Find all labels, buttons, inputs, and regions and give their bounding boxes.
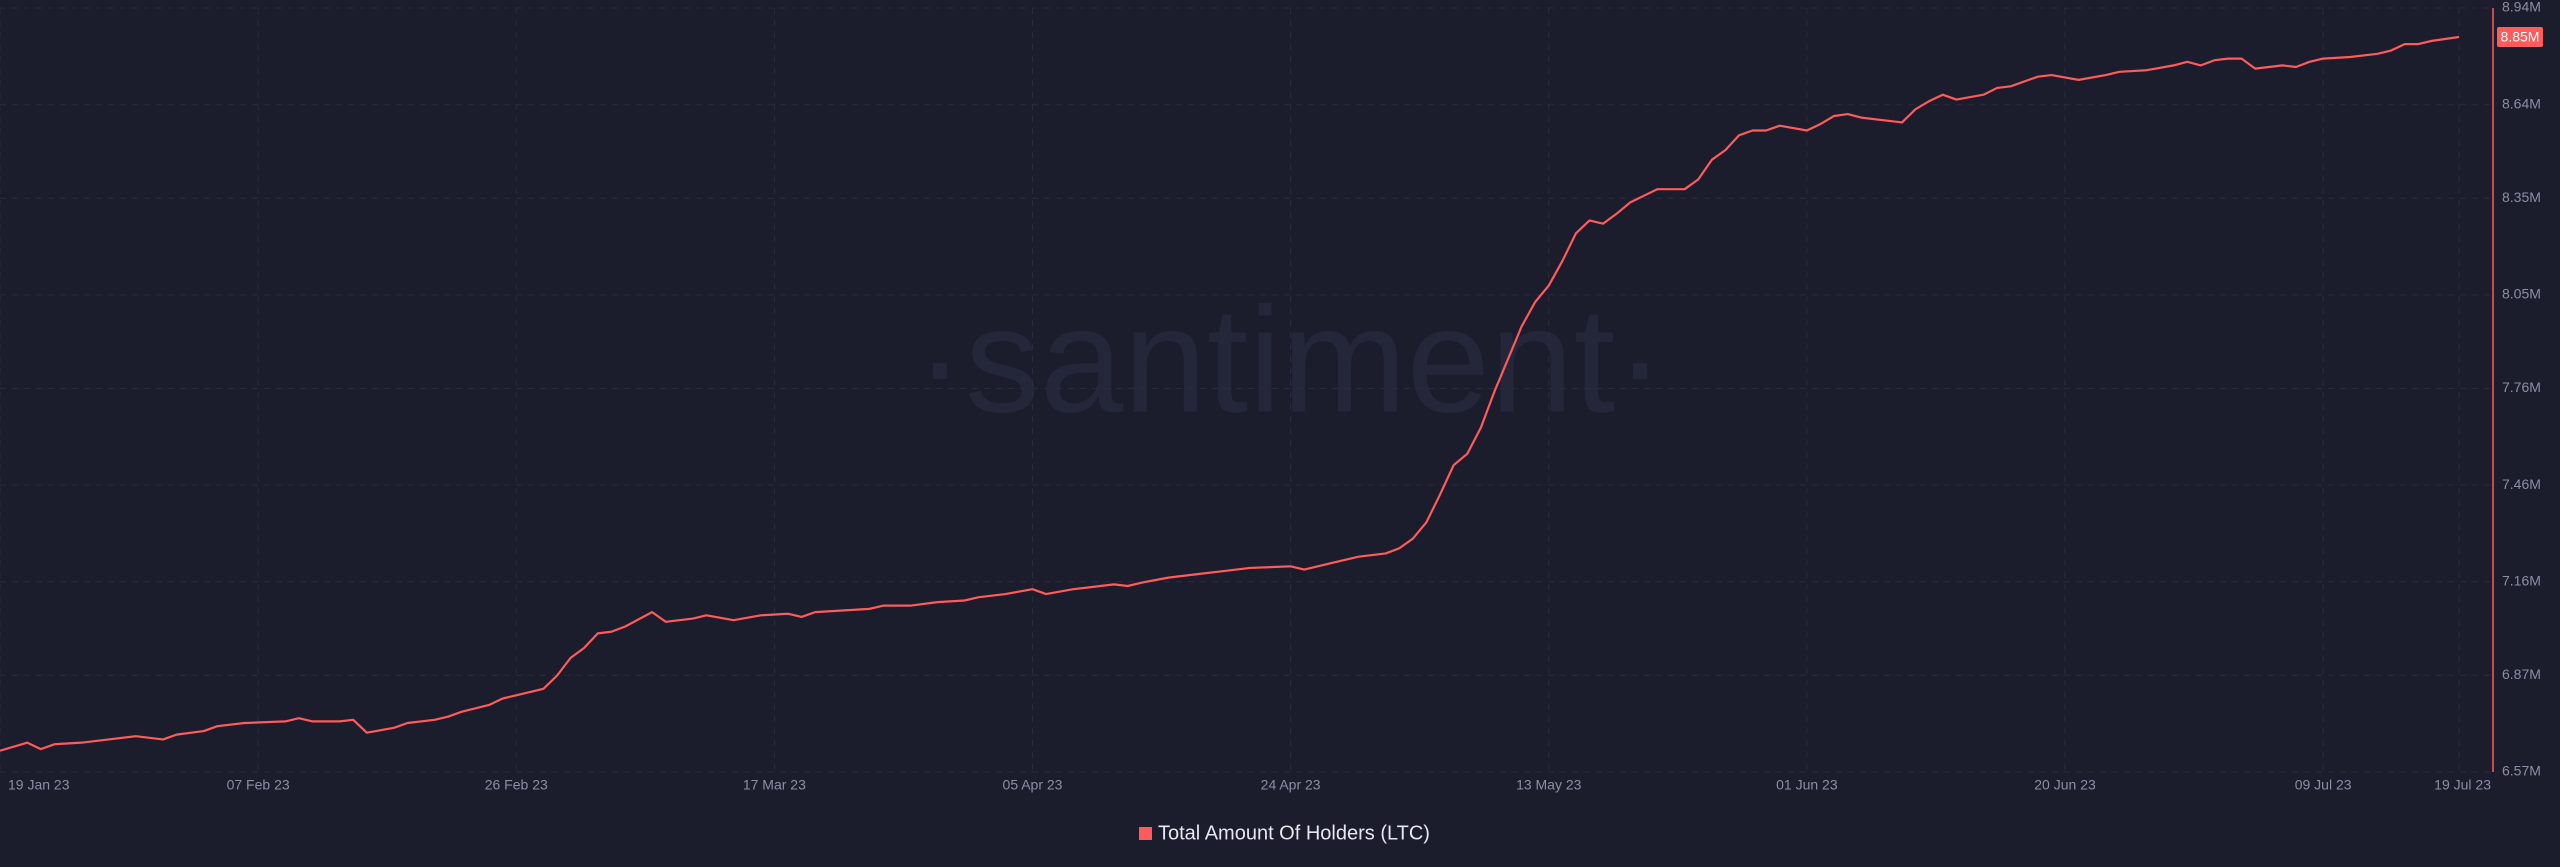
x-tick-label: 01 Jun 23 bbox=[1776, 777, 1838, 793]
x-tick-label: 24 Apr 23 bbox=[1261, 777, 1321, 793]
x-tick-label: 20 Jun 23 bbox=[2034, 777, 2096, 793]
y-tick-label: 7.16M bbox=[2502, 573, 2541, 589]
x-tick-label: 07 Feb 23 bbox=[227, 777, 290, 793]
legend-label: Total Amount Of Holders (LTC) bbox=[1158, 822, 1430, 844]
value-label: 8.85M bbox=[2501, 29, 2540, 45]
x-tick-label: 13 May 23 bbox=[1516, 777, 1582, 793]
y-tick-label: 7.46M bbox=[2502, 476, 2541, 492]
y-tick-label: 6.87M bbox=[2502, 666, 2541, 682]
y-tick-label: 8.35M bbox=[2502, 189, 2541, 205]
y-tick-label: 8.05M bbox=[2502, 286, 2541, 302]
x-tick-label: 05 Apr 23 bbox=[1003, 777, 1063, 793]
value-label-badge bbox=[2497, 27, 2543, 48]
y-tick-label: 8.94M bbox=[2502, 0, 2541, 15]
x-tick-label: 17 Mar 23 bbox=[743, 777, 806, 793]
x-tick-label: 09 Jul 23 bbox=[2295, 777, 2352, 793]
line bbox=[0, 35, 2460, 752]
y-tick-label: 6.57M bbox=[2502, 763, 2541, 779]
x-tick-label: 19 Jan 23 bbox=[8, 777, 70, 793]
y-tick-label: 8.64M bbox=[2502, 95, 2541, 111]
watermark: ·santiment· bbox=[915, 276, 1665, 444]
legend-swatch bbox=[1139, 827, 1152, 840]
x-tick-label: 19 Jul 23 bbox=[2434, 777, 2491, 793]
y-tick-label: 7.76M bbox=[2502, 379, 2541, 395]
x-tick-label: 26 Feb 23 bbox=[485, 777, 548, 793]
